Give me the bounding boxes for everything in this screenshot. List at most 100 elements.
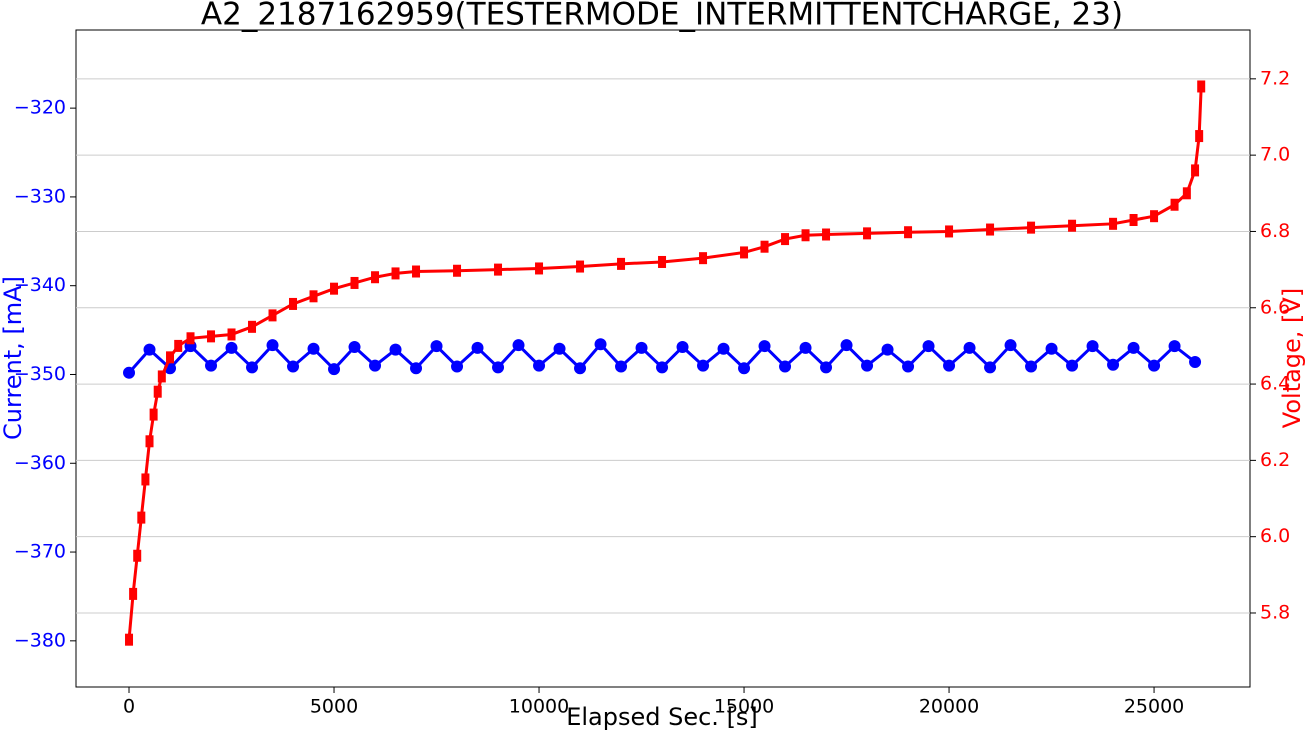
data-point xyxy=(904,226,913,239)
data-point xyxy=(1027,221,1036,234)
y2-axis-label: Voltage, [V] xyxy=(1278,288,1306,428)
y2-tick-label: 6.4 xyxy=(1260,373,1290,395)
data-point xyxy=(574,362,587,375)
data-point xyxy=(145,435,154,448)
data-point xyxy=(676,340,689,353)
data-point xyxy=(902,360,915,373)
data-point xyxy=(371,271,380,284)
data-point xyxy=(1025,360,1038,373)
data-point xyxy=(309,290,318,303)
data-point xyxy=(389,343,402,356)
data-point xyxy=(943,359,956,372)
y2-tick-label: 6.0 xyxy=(1260,525,1290,547)
data-point xyxy=(717,342,730,355)
data-point xyxy=(1170,198,1179,211)
data-point xyxy=(246,361,259,374)
data-point xyxy=(1168,340,1181,353)
data-point xyxy=(410,362,423,375)
data-point xyxy=(157,370,166,383)
x-tick-label: 10000 xyxy=(509,696,569,718)
y-tick-label: −350 xyxy=(14,363,66,385)
data-point xyxy=(289,297,298,310)
data-point xyxy=(227,328,236,341)
data-point xyxy=(149,408,158,421)
data-point xyxy=(801,229,810,242)
data-point xyxy=(137,511,146,524)
y2-tick-label: 6.8 xyxy=(1260,220,1290,242)
y-tick-label: −370 xyxy=(14,541,66,563)
data-point xyxy=(861,359,874,372)
data-point xyxy=(1086,340,1099,353)
data-point xyxy=(656,361,669,374)
data-point xyxy=(153,385,162,398)
data-point xyxy=(225,341,238,354)
data-point xyxy=(1004,339,1017,352)
data-point xyxy=(594,338,607,351)
x-tick-label: 25000 xyxy=(1124,696,1184,718)
data-point xyxy=(820,361,833,374)
data-point xyxy=(133,549,142,562)
x-tick-label: 20000 xyxy=(919,696,979,718)
y-tick-label: −330 xyxy=(14,185,66,207)
data-point xyxy=(453,264,462,277)
chart-title: A2_2187162959(TESTERMODE_INTERMITTENTCHA… xyxy=(201,0,1123,33)
y2-tick-label: 7.0 xyxy=(1260,144,1290,166)
x-tick-label: 5000 xyxy=(310,696,358,718)
data-point xyxy=(1195,130,1204,143)
data-point xyxy=(186,332,195,345)
data-point xyxy=(758,340,771,353)
data-point xyxy=(781,233,790,246)
data-point xyxy=(1148,359,1161,372)
data-point xyxy=(740,246,749,259)
data-point xyxy=(430,340,443,353)
data-point xyxy=(760,240,769,253)
y-tick-label: −360 xyxy=(14,452,66,474)
data-point xyxy=(697,359,710,372)
data-point xyxy=(617,257,626,270)
data-point xyxy=(1191,164,1200,177)
data-point xyxy=(658,255,667,268)
x-axis-label: Elapsed Sec. [s] xyxy=(566,703,758,731)
data-point xyxy=(922,340,935,353)
data-point xyxy=(986,223,995,236)
data-point xyxy=(963,341,976,354)
y2-tick-label: 7.2 xyxy=(1260,67,1290,89)
data-point xyxy=(822,228,831,241)
data-point xyxy=(1127,341,1140,354)
data-point xyxy=(348,340,361,353)
data-point xyxy=(615,360,628,373)
data-point xyxy=(1129,214,1138,227)
y2-tick-label: 5.8 xyxy=(1260,601,1290,623)
data-point xyxy=(207,330,216,343)
y-tick-label: −380 xyxy=(14,629,66,651)
data-point xyxy=(984,361,997,374)
data-point xyxy=(391,267,400,280)
data-point xyxy=(369,359,382,372)
data-point xyxy=(266,339,279,352)
data-point xyxy=(738,362,751,375)
data-point xyxy=(635,341,648,354)
data-point xyxy=(248,320,257,333)
data-point xyxy=(492,361,505,374)
data-point xyxy=(533,359,546,372)
plot-frame xyxy=(75,29,1251,688)
x-tick-label: 15000 xyxy=(714,696,774,718)
data-point xyxy=(840,339,853,352)
data-point xyxy=(553,342,566,355)
data-point xyxy=(330,282,339,295)
data-point xyxy=(1189,356,1202,369)
data-point xyxy=(1068,219,1077,232)
y2-tick-label: 6.6 xyxy=(1260,296,1290,318)
data-point xyxy=(141,473,150,486)
data-point xyxy=(799,341,812,354)
y-axis-label: Current, [mA] xyxy=(0,276,27,440)
data-point xyxy=(699,252,708,265)
data-point xyxy=(451,360,464,373)
data-point xyxy=(350,276,359,289)
data-point xyxy=(1150,210,1159,223)
data-point xyxy=(1045,342,1058,355)
data-point xyxy=(535,262,544,275)
data-point xyxy=(174,339,183,352)
data-point xyxy=(512,339,525,352)
